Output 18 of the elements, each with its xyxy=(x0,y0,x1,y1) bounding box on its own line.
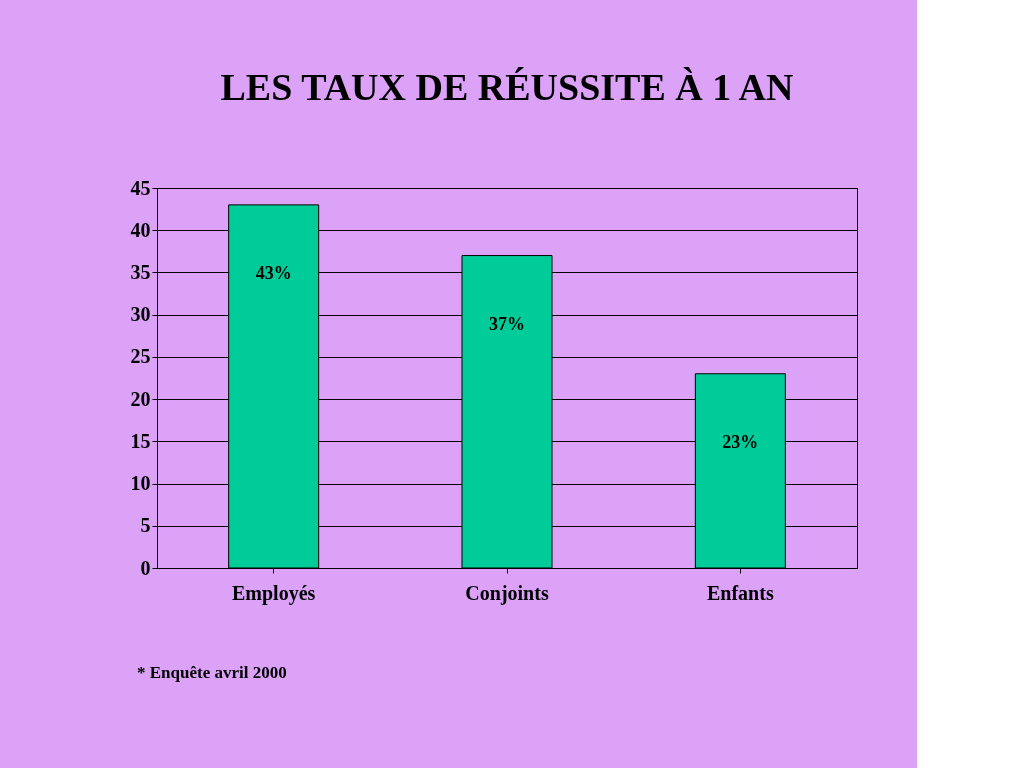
x-tick-label: Conjoints xyxy=(465,581,549,605)
y-tick-label: 35 xyxy=(130,260,151,283)
y-tick-label: 20 xyxy=(130,387,151,410)
y-tick-label: 10 xyxy=(130,472,151,495)
y-tick-label: 5 xyxy=(140,514,151,537)
y-tick-label: 0 xyxy=(140,556,151,579)
x-tick-label: Enfants xyxy=(706,581,774,604)
text: * Enquête avril 2000 xyxy=(137,663,287,682)
data-label: 23% xyxy=(722,431,759,452)
x-tick-label: Employés xyxy=(231,581,316,605)
y-tick-label: 40 xyxy=(130,218,151,241)
y-tick-label: 45 xyxy=(130,176,151,199)
y-tick-label: 30 xyxy=(130,303,151,326)
chart-title: LES TAUX DE RÉUSSITE À 1 AN xyxy=(220,66,794,108)
data-label: 37% xyxy=(489,313,525,334)
y-tick-label: 25 xyxy=(130,345,151,368)
data-label: 43% xyxy=(255,262,292,283)
y-tick-label: 15 xyxy=(130,429,151,452)
